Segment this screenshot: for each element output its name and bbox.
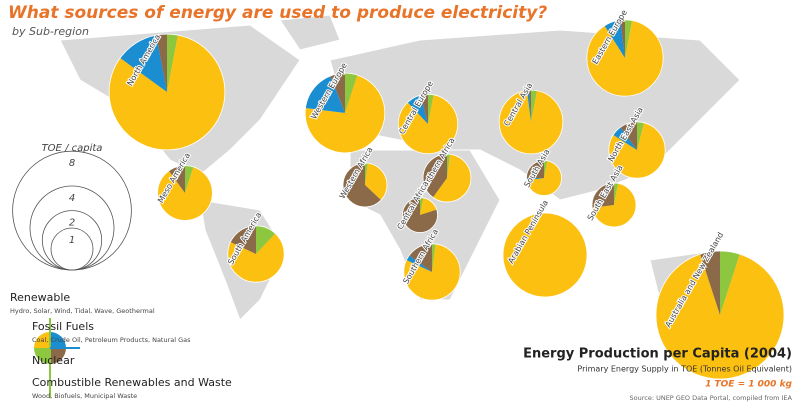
legend-label: Combustible Renewables and Waste xyxy=(32,376,232,389)
pie-slice xyxy=(620,121,637,150)
footer-title: Energy Production per Capita (2004) xyxy=(523,347,792,362)
pie-slice xyxy=(620,19,625,58)
pie-slice xyxy=(428,94,434,124)
pie-size xyxy=(397,93,459,155)
pie-slice xyxy=(502,213,587,298)
pie-slice xyxy=(526,160,562,196)
legend-detail: Hydro, Solar, Wind, Tidal, Wave, Geother… xyxy=(10,307,155,315)
subtitle: by Sub-region xyxy=(12,25,89,38)
pie-size xyxy=(342,162,388,208)
pie-slice xyxy=(230,225,256,254)
pie-slice xyxy=(591,182,614,208)
legend-label: Renewable xyxy=(10,291,70,304)
pie-slice xyxy=(655,254,785,380)
pie-slice xyxy=(700,250,720,315)
pie-slice xyxy=(527,90,531,122)
title: What sources of energy are used to produ… xyxy=(8,3,547,23)
pie-slice xyxy=(185,165,194,193)
pie-slice xyxy=(720,250,740,315)
pie-slice xyxy=(403,244,461,301)
pie-slice xyxy=(256,225,276,254)
pie-slice xyxy=(604,20,625,58)
pie-slice xyxy=(608,122,666,179)
pie-slice xyxy=(409,243,432,272)
pie-slice xyxy=(586,20,664,97)
pie-slice xyxy=(345,73,358,113)
pie-slice xyxy=(168,165,185,193)
pie-slice xyxy=(167,34,178,92)
legend-swatch xyxy=(50,332,66,348)
legend-label: Fossil Fuels xyxy=(32,320,94,333)
size-label: 2 xyxy=(69,218,75,229)
pie-slice xyxy=(420,197,437,215)
pie-slice xyxy=(526,178,544,181)
pie-size xyxy=(498,89,564,155)
pie-slice xyxy=(342,162,382,208)
legend-swatch xyxy=(50,348,66,364)
pie-slice xyxy=(499,90,563,154)
pie-slice xyxy=(109,35,225,150)
conversion: 1 TOE = 1 000 kg xyxy=(705,380,792,390)
pie-slice xyxy=(637,121,645,150)
pie-slice xyxy=(447,154,451,178)
pie-slice xyxy=(365,162,368,185)
pie-size xyxy=(502,212,588,298)
pie-slice xyxy=(365,163,388,201)
pie-size xyxy=(402,197,438,233)
size-label: 8 xyxy=(69,158,75,169)
size-legend-title: TOE / capita xyxy=(42,143,103,154)
size-circle xyxy=(50,227,94,271)
pie-slice xyxy=(227,233,285,283)
size-label: 1 xyxy=(69,235,75,246)
pie-slice xyxy=(305,75,345,113)
pie-slice xyxy=(613,127,637,150)
pie-slice xyxy=(544,160,548,178)
pie-size xyxy=(591,182,637,228)
pie-slice xyxy=(529,90,531,122)
pie-slice xyxy=(157,166,213,221)
pie-slice xyxy=(305,75,385,153)
pie-slice xyxy=(406,255,432,272)
pie-slice xyxy=(407,95,428,124)
pie-size xyxy=(422,153,472,203)
pie-size xyxy=(157,165,213,221)
legend-swatch xyxy=(34,348,50,364)
pie-size xyxy=(608,121,666,179)
legend-detail: Wood, Biofuels, Municipal Waste xyxy=(32,392,137,400)
legend-label: Nuclear xyxy=(32,354,75,367)
pie-slice xyxy=(625,19,633,58)
footer-subtitle: Primary Energy Supply in TOE (Tonnes Oil… xyxy=(577,365,792,374)
pie-size xyxy=(304,72,386,154)
pie-slice xyxy=(531,90,537,122)
pie-size xyxy=(108,33,226,151)
size-label: 4 xyxy=(69,193,75,204)
pie-slice xyxy=(592,183,637,228)
source: Source: UNEP GEO Data Portal, compiled f… xyxy=(630,394,793,402)
pie-slice xyxy=(432,243,436,272)
pie-slice xyxy=(398,94,458,154)
pie-slice xyxy=(402,197,438,233)
pie-slice xyxy=(423,154,447,198)
pie-slice xyxy=(420,197,424,215)
pie-slice xyxy=(330,73,345,113)
pie-size xyxy=(586,19,664,97)
pie-slice xyxy=(156,34,167,92)
pie-slice xyxy=(526,160,544,178)
pie-slice xyxy=(432,154,471,202)
legend-swatch xyxy=(34,332,50,348)
pie-size xyxy=(655,250,785,380)
pie-size xyxy=(526,160,562,196)
pie-slice xyxy=(420,94,428,124)
pie-slice xyxy=(120,35,167,92)
pie-size xyxy=(227,225,285,283)
pie-size xyxy=(403,243,461,301)
legend-detail: Coal, Crude Oil, Petroleum Products, Nat… xyxy=(32,336,191,344)
pie-slice xyxy=(614,182,619,205)
